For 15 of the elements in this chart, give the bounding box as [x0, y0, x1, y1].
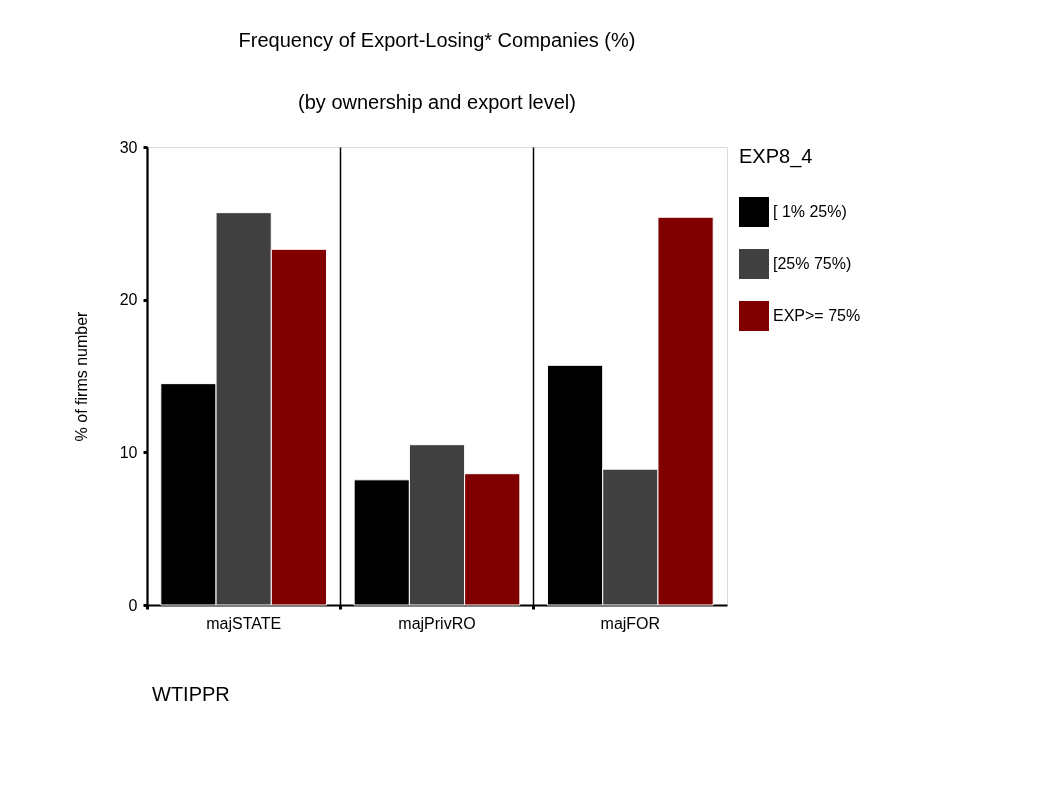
legend-label: EXP>= 75% [773, 307, 861, 324]
chart-title: Frequency of Export-Losing* Companies (%) [238, 29, 636, 51]
y-tick-label: 30 [119, 138, 138, 156]
y-tick-label: 0 [128, 596, 138, 614]
x-tick-label: majSTATE [206, 614, 282, 632]
text: WTIPPR [152, 683, 230, 705]
chart-subtitle: (by ownership and export level) [298, 91, 576, 113]
y-tick-label: 20 [119, 291, 138, 309]
x-tick-label: majPrivRO [398, 614, 476, 632]
legend-title: EXP8_4 [739, 145, 813, 168]
legend-label: [25% 75%) [773, 255, 852, 272]
y-axis-title: % of firms number [72, 310, 90, 442]
y-tick-label: 10 [119, 443, 138, 461]
legend-label: [ 1% 25%) [773, 203, 847, 220]
x-tick-label: majFOR [600, 614, 661, 632]
